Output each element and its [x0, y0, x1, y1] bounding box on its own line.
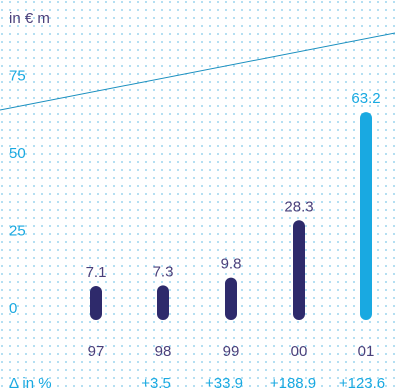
x-tick-label-00: 00 [291, 343, 308, 360]
y-tick-label: 0 [9, 300, 17, 317]
unit-label: in € m [9, 10, 50, 27]
y-tick-label: 50 [9, 145, 26, 162]
x-tick-label-98: 98 [155, 343, 172, 360]
y-tick-label: 75 [9, 68, 26, 85]
x-tick-label-01: 01 [358, 343, 375, 360]
data-label-99: 9.8 [221, 256, 242, 273]
y-tick-label: 25 [9, 223, 26, 240]
data-label-00: 28.3 [284, 198, 313, 215]
trend-line [0, 32, 395, 111]
data-label-97: 7.1 [86, 264, 107, 281]
delta-value-01: +123.6 [339, 375, 385, 391]
bar-00 [293, 220, 305, 320]
data-label-01: 63.2 [351, 90, 380, 107]
delta-value-99: +33.9 [205, 375, 243, 391]
bar-97 [90, 285, 102, 320]
x-tick-label-99: 99 [223, 343, 240, 360]
bar-99 [225, 277, 237, 320]
bar-98 [157, 285, 169, 320]
data-label-98: 7.3 [153, 263, 174, 280]
x-tick-label-97: 97 [88, 343, 105, 360]
delta-label: Δ in % [9, 375, 52, 391]
delta-value-98: +3.5 [141, 375, 171, 391]
bar-01 [360, 112, 372, 320]
delta-value-00: +188.9 [270, 375, 316, 391]
